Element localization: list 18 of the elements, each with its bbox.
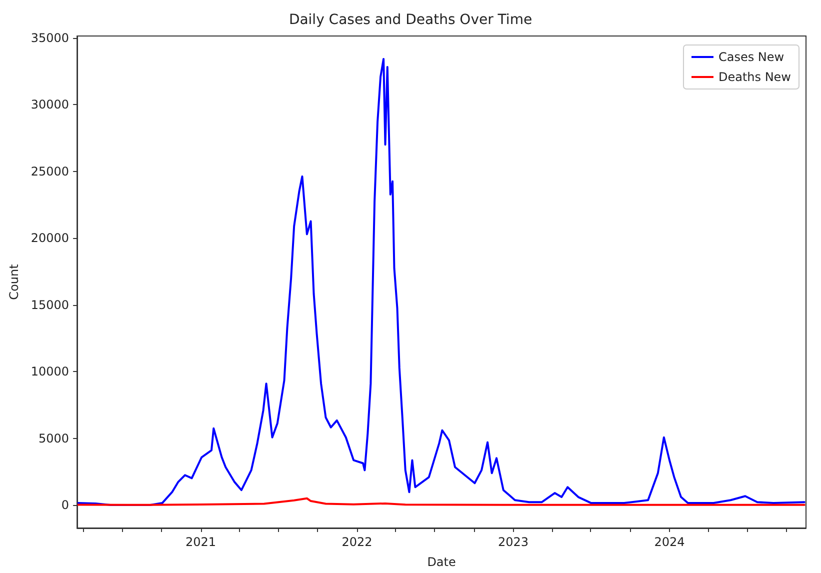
y-tick-label: 25000: [30, 164, 70, 178]
y-tick-label: 0: [61, 498, 70, 512]
y-tick-label: 30000: [30, 98, 70, 112]
chart-title: Daily Cases and Deaths Over Time: [288, 12, 532, 28]
legend-label: Cases New: [718, 50, 784, 64]
y-tick-label: 5000: [38, 431, 70, 446]
y-tick-label: 35000: [30, 30, 70, 45]
y-axis-title: Count: [7, 264, 21, 300]
x-tick-label: 2021: [186, 535, 216, 549]
x-tick-label: 2024: [654, 535, 685, 549]
y-tick-label: 15000: [30, 298, 70, 312]
line-series: [76, 497, 806, 506]
y-tick-label: 10000: [30, 364, 70, 379]
x-tick-label: 2022: [342, 535, 372, 549]
legend-label: Deaths New: [718, 70, 792, 84]
x-tick-label: 2023: [498, 535, 529, 549]
x-axis-title: Date: [427, 555, 456, 569]
y-tick-label: 20000: [30, 231, 70, 246]
